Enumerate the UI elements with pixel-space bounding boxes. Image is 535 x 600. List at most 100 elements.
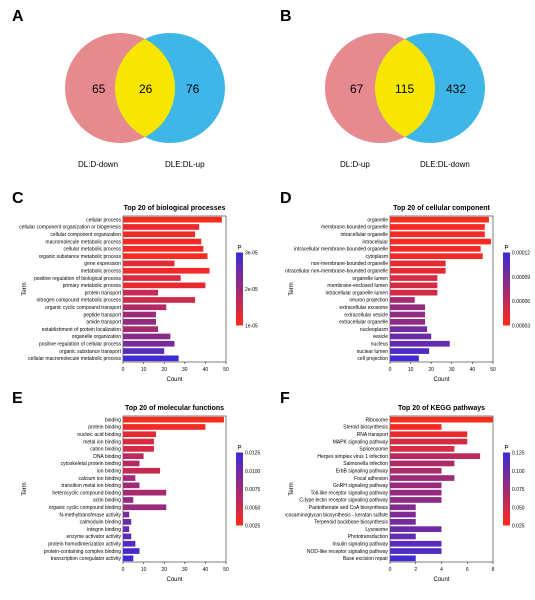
term-label: C-type lectin receptor signaling pathway xyxy=(299,498,388,504)
bar xyxy=(390,231,485,237)
term-label: protein homodimerization activity xyxy=(48,541,121,547)
bar xyxy=(390,504,416,510)
term-label: Insulin signaling pathway xyxy=(332,541,388,547)
x-tick: 20 xyxy=(428,367,434,373)
term-label: Focal adhesion xyxy=(354,476,388,482)
bar xyxy=(123,526,129,532)
bar xyxy=(390,431,467,437)
colorbar xyxy=(503,453,510,526)
colorbar-tick: 0.100 xyxy=(512,469,525,475)
colorbar-label: P xyxy=(504,246,508,252)
x-tick: 30 xyxy=(182,367,188,373)
venn-b-right-label: DLE:DL-down xyxy=(420,160,470,169)
venn-b-mid-n: 115 xyxy=(395,82,414,96)
plot-frame xyxy=(123,216,226,362)
bar xyxy=(123,224,199,230)
bar xyxy=(390,497,442,503)
term-label: ion binding xyxy=(97,468,121,474)
term-label: membrane-enclosed lumen xyxy=(327,283,388,289)
bar xyxy=(123,504,166,510)
x-tick: 0 xyxy=(122,567,125,573)
term-label: cellular process xyxy=(86,217,121,223)
bar xyxy=(390,297,415,303)
term-label: Salmonella infection xyxy=(343,461,388,467)
term-label: Herpes simplex virus 1 infection xyxy=(317,454,388,460)
bar xyxy=(390,348,429,354)
x-tick: 8 xyxy=(492,567,495,573)
term-label: positive regulation of biological proces… xyxy=(34,276,121,282)
bar xyxy=(390,512,416,518)
term-label: peptide transport xyxy=(83,312,121,318)
panel-label-b: B xyxy=(280,8,292,26)
bar xyxy=(123,424,205,430)
term-label: Spliceosome xyxy=(359,447,388,453)
term-label: primary metabolic process xyxy=(63,283,122,289)
bar xyxy=(390,490,442,496)
chart-title: Top 20 of KEGG pathways xyxy=(398,405,485,412)
bar xyxy=(123,290,158,296)
term-label: GnRH signaling pathway xyxy=(333,483,389,489)
term-label: cellular macromolecule metabolic process xyxy=(28,356,121,362)
bar xyxy=(123,356,179,362)
chart-c: Top 20 of biological processes0102030405… xyxy=(18,200,268,385)
colorbar-tick: 0.0100 xyxy=(245,469,261,475)
bar xyxy=(123,319,156,325)
term-label: nucleic acid binding xyxy=(77,432,121,438)
term-label: Lysosome xyxy=(365,527,388,533)
venn-b-left-label: DL:D-up xyxy=(340,160,370,169)
bar xyxy=(390,334,431,340)
bar xyxy=(123,548,139,554)
term-label: establishment of protein localization xyxy=(42,327,121,333)
plot-frame xyxy=(390,416,493,562)
x-tick: 6 xyxy=(466,567,469,573)
term-label: cytoplasm xyxy=(365,254,388,260)
colorbar-tick: 0.075 xyxy=(512,487,525,493)
x-tick: 40 xyxy=(203,367,209,373)
term-label: protein-containing complex binding xyxy=(44,549,121,555)
bar xyxy=(390,519,416,525)
colorbar-tick: 0.0025 xyxy=(245,524,261,530)
x-axis-label: Count xyxy=(433,577,449,583)
panel-label-a: A xyxy=(12,8,24,26)
term-label: intracellular organelle xyxy=(340,232,388,238)
plot-frame xyxy=(390,216,493,362)
bar xyxy=(123,231,195,237)
term-label: DNA binding xyxy=(93,454,121,460)
bar xyxy=(123,417,224,423)
bar xyxy=(123,312,156,318)
bar xyxy=(390,556,416,562)
x-tick: 2 xyxy=(414,567,417,573)
venn-a-left-label: DL:D-down xyxy=(78,160,118,169)
bar xyxy=(390,526,442,532)
term-label: nuclear lumen xyxy=(357,349,389,355)
term-label: binding xyxy=(105,417,121,423)
venn-b-right-n: 432 xyxy=(446,82,466,96)
bar xyxy=(123,556,133,562)
bar xyxy=(390,475,454,481)
x-tick: 20 xyxy=(161,367,167,373)
x-axis-label: Count xyxy=(166,377,182,383)
bar xyxy=(390,275,437,281)
term-label: intracellular non-membrane-bounded organ… xyxy=(285,268,388,274)
term-label: nucleus xyxy=(371,341,389,347)
term-label: RNA transport xyxy=(357,432,389,438)
x-tick: 0 xyxy=(389,367,392,373)
chart-e: Top 20 of molecular functions01020304050… xyxy=(18,400,268,585)
bar xyxy=(123,217,222,223)
bar xyxy=(123,341,175,347)
colorbar-tick: 0.125 xyxy=(512,451,525,457)
bar xyxy=(390,548,442,554)
venn-a-right-label: DLE:DL-up xyxy=(165,160,205,169)
term-label: Glycosaminoglycan biosynthesis - keratan… xyxy=(285,512,388,518)
term-label: amide transport xyxy=(86,320,121,326)
bar xyxy=(123,512,129,518)
term-label: extracellular vesicle xyxy=(344,312,388,318)
term-label: organic substance transport xyxy=(59,349,121,355)
bar xyxy=(390,326,427,332)
bar xyxy=(390,417,493,423)
bar xyxy=(390,319,425,325)
bar xyxy=(390,439,467,445)
colorbar-tick: 0.00009 xyxy=(512,275,530,281)
term-label: nucleoplasm xyxy=(360,327,388,333)
bar xyxy=(123,541,135,547)
